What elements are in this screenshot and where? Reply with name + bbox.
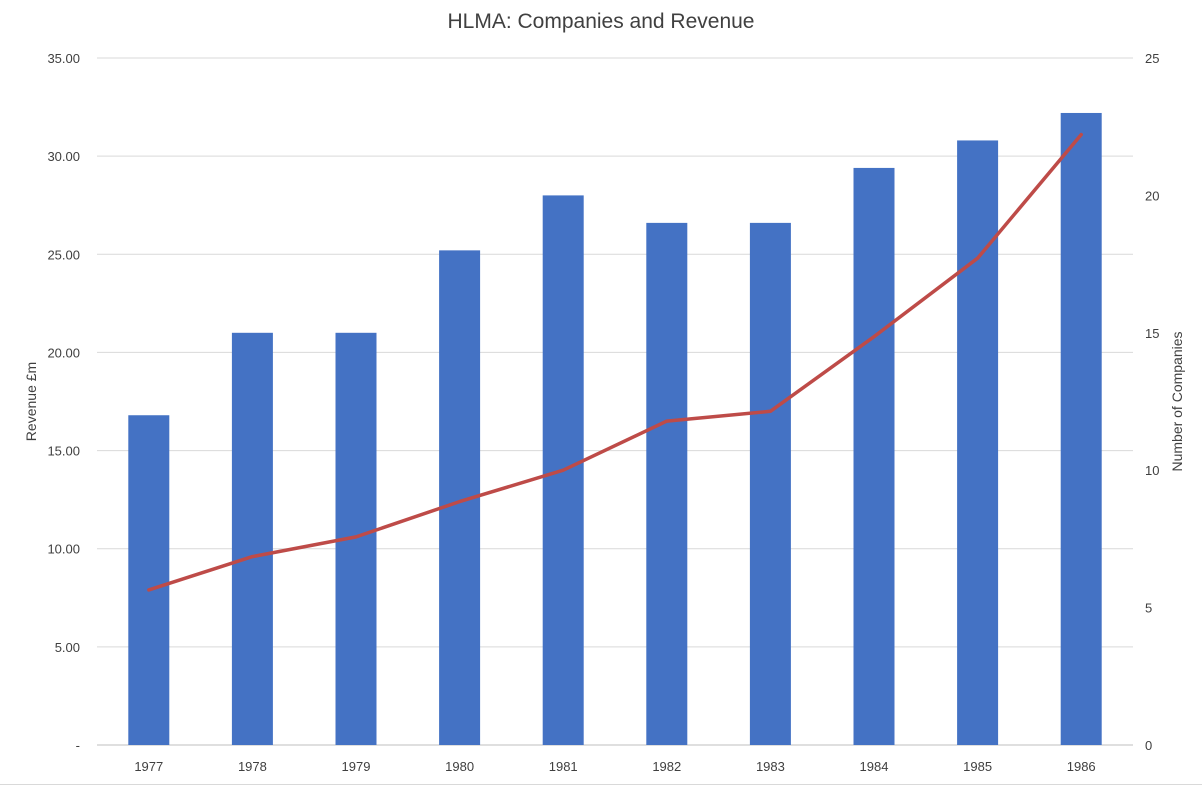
bar — [853, 167, 895, 746]
x-tick-label: 1984 — [860, 759, 889, 774]
y2-tick-label: 5 — [1145, 601, 1152, 616]
x-tick-label: 1980 — [445, 759, 474, 774]
y2-axis-title: Number of Companies — [1169, 331, 1185, 471]
bar — [128, 415, 170, 745]
y-tick-label: 35.00 — [47, 51, 80, 66]
x-tick-label: 1986 — [1067, 759, 1096, 774]
bar — [1060, 112, 1102, 745]
chart-title: HLMA: Companies and Revenue — [447, 10, 755, 33]
y2-tick-label: 15 — [1145, 326, 1159, 341]
x-tick-label: 1978 — [238, 759, 267, 774]
y-tick-label: 10.00 — [47, 542, 80, 557]
y2-tick-label: 0 — [1145, 738, 1152, 753]
revenue-line — [147, 132, 1083, 592]
y-tick-label: - — [76, 738, 80, 753]
y2-tick-label: 10 — [1145, 463, 1159, 478]
y2-tick-label: 25 — [1145, 51, 1159, 66]
bar — [646, 222, 688, 745]
x-tick-label: 1985 — [963, 759, 992, 774]
x-tick-label: 1982 — [652, 759, 681, 774]
y-tick-label: 20.00 — [47, 345, 80, 360]
bar — [957, 140, 999, 745]
y-tick-label: 15.00 — [47, 444, 80, 459]
y-axis-title: Revenue £m — [23, 362, 39, 441]
y-tick-label: 5.00 — [55, 640, 80, 655]
x-tick-label: 1981 — [549, 759, 578, 774]
x-tick-label: 1977 — [134, 759, 163, 774]
x-tick-label: 1983 — [756, 759, 785, 774]
x-tick-label: 1979 — [342, 759, 371, 774]
bar — [749, 222, 791, 745]
y2-tick-label: 20 — [1145, 188, 1159, 203]
bar — [231, 332, 273, 745]
y-tick-label: 25.00 — [47, 247, 80, 262]
bottom-divider — [0, 784, 1202, 785]
y-tick-label: 30.00 — [47, 149, 80, 164]
